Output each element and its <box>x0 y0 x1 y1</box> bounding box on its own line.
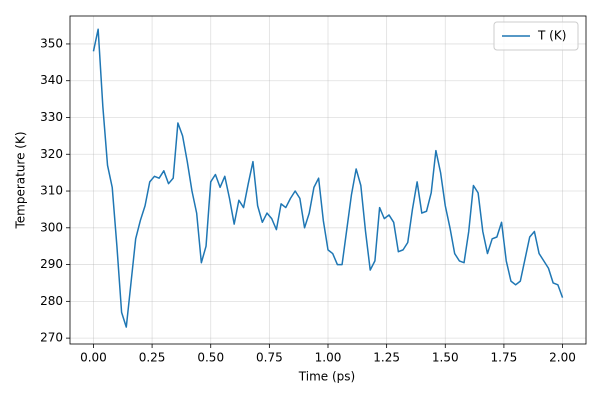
y-tick-label: 320 <box>40 147 63 161</box>
y-tick-label: 340 <box>40 73 63 87</box>
y-tick-label: 330 <box>40 110 63 124</box>
x-tick-label: 2.00 <box>549 351 576 365</box>
line <box>92 28 564 328</box>
legend-label: T (K) <box>537 29 566 43</box>
legend-box <box>493 21 579 51</box>
x-tick-label: 0.50 <box>197 351 224 365</box>
x-tick-label: 1.50 <box>432 351 459 365</box>
x-tick-label: 0.00 <box>80 351 107 365</box>
x-tick-label: 1.00 <box>315 351 342 365</box>
y-tick-label: 310 <box>40 184 63 198</box>
plot-frame <box>69 15 587 345</box>
x-axis-label: Time (ps) <box>298 370 355 384</box>
x-tick-label: 1.75 <box>491 351 518 365</box>
y-tick-label: 300 <box>40 220 63 234</box>
y-tick-label: 290 <box>40 257 63 271</box>
y-tick-label: 350 <box>40 36 63 50</box>
x-tick-label: 1.25 <box>373 351 400 365</box>
y-tick-label: 270 <box>40 331 63 345</box>
y-axis-label: Temperature (K) <box>14 131 28 229</box>
x-tick-label: 0.75 <box>256 351 283 365</box>
x-tick-label: 0.25 <box>139 351 166 365</box>
y-tick-label: 280 <box>40 294 63 308</box>
